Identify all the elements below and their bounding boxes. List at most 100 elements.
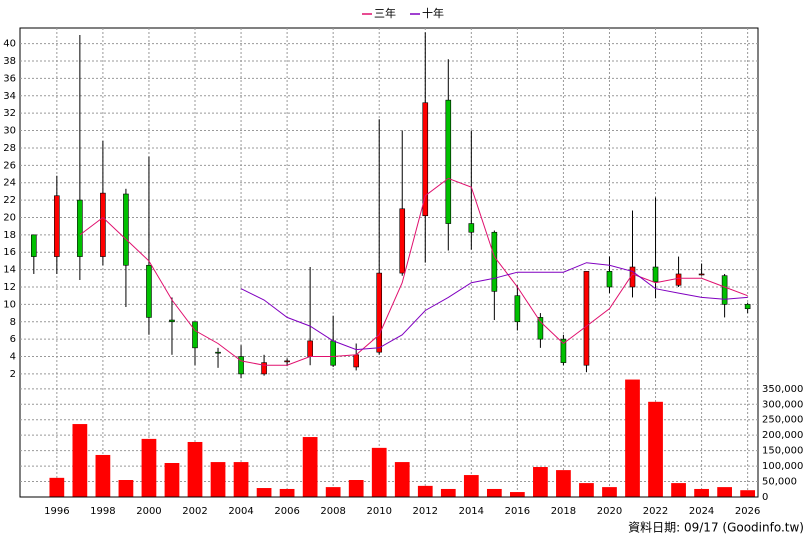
volume-bar xyxy=(694,488,709,497)
volume-bar xyxy=(417,485,433,497)
volume-bar xyxy=(72,424,88,497)
candle-body xyxy=(744,304,751,310)
volume-bar xyxy=(394,462,410,497)
volume-bar xyxy=(510,492,525,497)
candle-body xyxy=(445,99,452,224)
candle-body xyxy=(100,192,106,257)
x-tick-label: 2004 xyxy=(228,506,253,517)
volume-bar xyxy=(671,483,686,497)
y-tick-label: 28 xyxy=(3,143,16,154)
volume-bar xyxy=(348,480,364,497)
candle-body xyxy=(307,340,313,357)
candle-body xyxy=(31,234,37,257)
ma-line xyxy=(79,177,748,366)
volume-bar xyxy=(533,467,548,497)
y2-tick-label: 300,000 xyxy=(762,399,803,410)
x-tick-label: 2018 xyxy=(551,506,576,517)
volume-bar xyxy=(49,477,65,497)
volume-bar xyxy=(141,438,157,497)
volume-bar xyxy=(164,463,180,497)
candle-body xyxy=(583,271,590,366)
volume-bar xyxy=(233,462,249,497)
candle-body xyxy=(422,102,429,217)
y-tick-label: 38 xyxy=(3,56,16,67)
candle-body xyxy=(192,321,198,349)
y-tick-label: 2 xyxy=(10,369,16,380)
source-note: 資料日期: 09/17 (Goodinfo.tw) xyxy=(628,521,804,535)
y-tick-label: 14 xyxy=(3,265,16,276)
candle-body xyxy=(652,266,659,283)
candle-body xyxy=(491,231,498,292)
volume-bar xyxy=(325,487,341,497)
y2-tick-label: 200,000 xyxy=(762,430,803,441)
legend-label: 三年 xyxy=(374,6,396,20)
y-tick-label: 18 xyxy=(3,230,16,241)
candle-body xyxy=(261,362,267,375)
plot-frame xyxy=(19,27,759,498)
candle-body xyxy=(169,319,175,323)
volume-bar xyxy=(440,488,456,497)
candle-body xyxy=(238,356,244,375)
x-tick-label: 2014 xyxy=(459,506,484,517)
candle-body xyxy=(284,360,290,363)
x-tick-label: 2010 xyxy=(366,506,391,517)
volume-bar xyxy=(302,437,318,497)
candle-body xyxy=(468,223,475,233)
volume-bar xyxy=(625,379,640,497)
x-tick-label: 2024 xyxy=(689,506,714,517)
x-tick-label: 1998 xyxy=(90,506,115,517)
candle-body xyxy=(721,275,728,305)
y-tick-label: 8 xyxy=(10,317,16,328)
candle-body xyxy=(77,199,83,257)
volume-bar xyxy=(279,488,295,497)
volume-bar xyxy=(256,488,272,497)
volume-bar xyxy=(118,480,134,497)
candle-body xyxy=(353,354,359,368)
x-tick-label: 2002 xyxy=(182,506,207,517)
y2-tick-label: 250,000 xyxy=(762,415,803,426)
candle-body xyxy=(215,351,221,354)
volume-bar xyxy=(717,487,732,497)
volume-bar xyxy=(210,462,226,497)
volume-bar xyxy=(463,475,479,497)
candle-body xyxy=(537,317,544,340)
y-tick-label: 30 xyxy=(3,126,16,137)
volume-bar xyxy=(602,487,617,497)
legend-label: 十年 xyxy=(422,6,444,20)
candle-body xyxy=(514,295,521,323)
y-tick-label: 6 xyxy=(10,334,16,345)
y-tick-label: 24 xyxy=(3,178,16,189)
volume-bar xyxy=(95,454,111,497)
volume-bar xyxy=(486,488,502,497)
x-tick-label: 2020 xyxy=(597,506,622,517)
x-tick-label: 2012 xyxy=(413,506,438,517)
candle-body xyxy=(330,340,336,366)
ma-line xyxy=(240,262,748,351)
candle-body xyxy=(675,273,682,286)
y-tick-label: 26 xyxy=(3,160,16,171)
volume-bar xyxy=(579,483,594,497)
y-tick-label: 34 xyxy=(3,91,16,102)
x-tick-label: 2006 xyxy=(274,506,299,517)
y-tick-label: 4 xyxy=(10,352,16,363)
x-tick-label: 2026 xyxy=(735,506,760,517)
volume-bar xyxy=(740,490,756,497)
y-tick-label: 36 xyxy=(3,73,16,84)
volume-bar xyxy=(371,447,387,497)
x-tick-label: 2022 xyxy=(643,506,668,517)
candle-body xyxy=(698,273,705,276)
candle-body xyxy=(54,195,60,257)
y2-tick-label: 350,000 xyxy=(762,384,803,395)
y-tick-label: 16 xyxy=(3,247,16,258)
y2-tick-label: 50,000 xyxy=(762,477,797,488)
x-tick-label: 2016 xyxy=(505,506,530,517)
y2-tick-label: 150,000 xyxy=(762,446,803,457)
candle-body xyxy=(376,272,383,353)
y2-tick-label: 0 xyxy=(762,492,768,503)
y-tick-label: 22 xyxy=(3,195,16,206)
y-tick-label: 20 xyxy=(3,212,16,223)
candle-body xyxy=(146,264,152,318)
y-tick-label: 12 xyxy=(3,282,16,293)
x-tick-label: 1996 xyxy=(44,506,69,517)
